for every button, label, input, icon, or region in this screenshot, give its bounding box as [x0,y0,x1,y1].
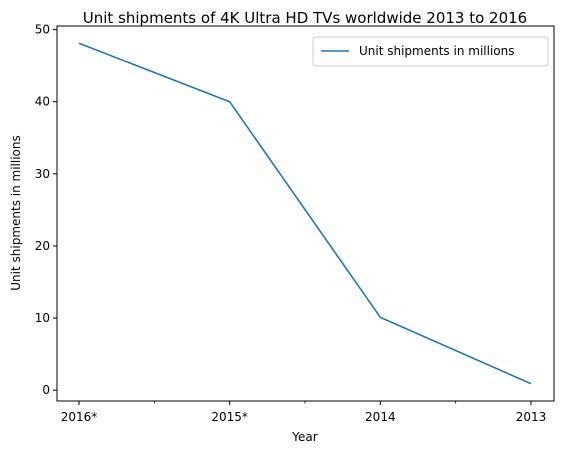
x-axis: 2016* 2015* 2014 2013 [61,401,547,424]
y-axis-label: Unit shipments in millions [9,135,23,290]
x-tick-label: 2013 [516,410,547,424]
plot-frame [56,25,555,402]
x-tick-label: 2014 [365,410,396,424]
legend-box [312,36,549,67]
x-tick-label: 2015* [211,410,248,424]
x-tick-label: 2016* [61,410,98,424]
x-axis-label: Year [291,430,317,444]
y-tick-label: 10 [35,311,50,325]
y-tick-label: 40 [35,95,50,109]
y-tick-label: 50 [35,23,50,37]
series-line [78,42,532,385]
y-tick-label: 30 [35,167,50,181]
y-tick-label: 20 [35,239,50,253]
series-group [78,42,532,385]
legend-label: Unit shipments in millions [359,44,514,58]
legend: Unit shipments in millions [312,36,549,67]
chart-title: Unit shipments of 4K Ultra HD TVs worldw… [83,9,527,27]
y-axis: 0 10 20 30 40 50 [35,23,57,397]
y-tick-label: 0 [42,383,50,397]
